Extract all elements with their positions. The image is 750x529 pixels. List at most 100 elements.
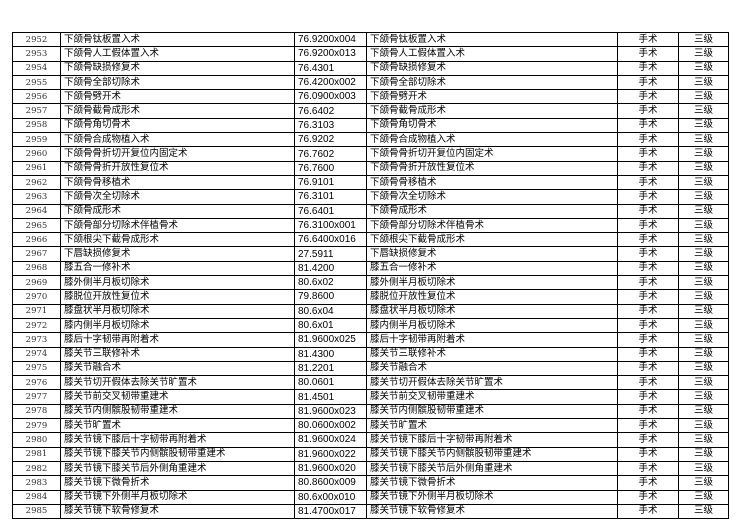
table-row: 2984 膝关节镜下外侧半月板切除术 80.6x00x010 膝关节镜下外侧半月板切除… [12,489,729,505]
procedure-name-alt: 下颌骨钛板置入术 [366,31,618,48]
row-number: 2956 [12,89,61,105]
row-number: 2970 [12,289,61,305]
procedure-name: 膝盘状半月板切除术 [60,303,295,319]
table-row: 2985 膝关节镜下软骨修复术 81.4700x017 膝关节镜下软骨修复术 手术 三级 [12,503,729,520]
procedure-name-alt: 膝后十字韧带再附着术 [366,332,618,348]
procedure-code: 81.4300 [294,346,367,362]
procedure-type: 手术 [617,375,679,391]
procedure-level: 三级 [678,303,729,319]
procedure-name-alt: 膝关节内侧髌股韧带重建术 [366,403,618,420]
procedure-name-alt: 膝关节前交叉韧带重建术 [366,389,618,405]
procedure-name: 下颌骨骨折开放性复位术 [60,160,295,176]
row-number: 2972 [12,317,61,334]
procedure-type: 手术 [617,460,679,477]
procedure-type: 手术 [617,232,679,248]
procedure-name: 膝关节镜下软骨修复术 [60,503,295,520]
procedure-name-alt: 下颌骨成形术 [366,203,618,219]
procedure-type: 手术 [617,503,679,520]
procedure-name-alt: 膝关节镜下膝关节后外侧角重建术 [366,460,618,477]
table-row: 2974 膝关节三联修补术 81.4300 膝关节三联修补术 手术 三级 [12,346,729,362]
row-number: 2981 [12,446,61,462]
procedure-name-alt: 膝脱位开放性复位术 [366,289,618,305]
procedure-code: 76.3103 [294,117,367,134]
table-row: 2969 膝外侧半月板切除术 80.6x02 膝外侧半月板切除术 手术 三级 [12,275,729,291]
procedure-type: 手术 [617,432,679,448]
procedure-name-alt: 膝内侧半月板切除术 [366,317,618,334]
procedure-name: 下颌根尖下截骨成形术 [60,232,295,248]
procedure-code: 79.8600 [294,289,367,305]
row-number: 2963 [12,189,61,205]
procedure-level: 三级 [678,489,729,505]
procedure-level: 三级 [678,31,729,48]
procedure-code: 81.4501 [294,389,367,405]
table-row: 2966 下颌根尖下截骨成形术 76.6400x016 下颌根尖下截骨成形术 手术 三级 [12,232,729,248]
table-row: 2956 下颌骨劈开术 76.0900x003 下颌骨劈开术 手术 三级 [12,89,729,105]
procedure-name: 膝关节镜下膝后十字韧带再附着术 [60,432,295,448]
table-row: 2972 膝内侧半月板切除术 80.6x01 膝内侧半月板切除术 手术 三级 [12,317,729,334]
procedure-code: 76.6401 [294,203,367,219]
procedure-type: 手术 [617,117,679,134]
row-number: 2983 [12,475,61,491]
procedure-level: 三级 [678,346,729,362]
procedure-code: 76.7602 [294,146,367,162]
procedure-level: 三级 [678,375,729,391]
procedure-level: 三级 [678,174,729,191]
procedure-type: 手术 [617,132,679,148]
row-number: 2954 [12,60,61,76]
procedure-code: 76.6402 [294,103,367,119]
table-row: 2971 膝盘状半月板切除术 80.6x04 膝盘状半月板切除术 手术 三级 [12,303,729,319]
procedure-level: 三级 [678,60,729,76]
procedure-type: 手术 [617,332,679,348]
row-number: 2982 [12,460,61,477]
procedure-name: 膝脱位开放性复位术 [60,289,295,305]
procedure-name: 下唇缺损修复术 [60,246,295,262]
procedure-type: 手术 [617,246,679,262]
row-number: 2971 [12,303,61,319]
procedure-type: 手术 [617,489,679,505]
procedure-type: 手术 [617,403,679,420]
procedure-level: 三级 [678,74,729,91]
table-row: 2982 膝关节镜下膝关节后外侧角重建术 81.9600x020 膝关节镜下膝关节后外… [12,460,729,477]
table-row: 2973 膝后十字韧带再附着术 81.9600x025 膝后十字韧带再附着术 手术 三级 [12,332,729,348]
procedure-code: 80.0600x002 [294,418,367,434]
row-number: 2960 [12,146,61,162]
table-row: 2959 下颌骨合成物植入术 76.9202 下颌骨合成物植入术 手术 三级 [12,132,729,148]
procedure-name: 下颌骨全部切除术 [60,74,295,91]
procedure-type: 手术 [617,74,679,91]
procedure-name: 膝关节切开假体去除关节旷置术 [60,375,295,391]
table-row: 2975 膝关节融合术 81.2201 膝关节融合术 手术 三级 [12,360,729,377]
procedure-name: 下颌骨人工假体置入术 [60,46,295,62]
procedure-name-alt: 膝关节镜下微骨折术 [366,475,618,491]
procedure-level: 三级 [678,189,729,205]
procedure-code: 76.3101 [294,189,367,205]
procedure-level: 三级 [678,46,729,62]
row-number: 2953 [12,46,61,62]
procedure-code: 76.7600 [294,160,367,176]
procedure-name-alt: 下颌骨劈开术 [366,89,618,105]
row-number: 2952 [12,31,61,48]
procedure-type: 手术 [617,317,679,334]
procedure-name: 下颌骨骨移植术 [60,174,295,191]
procedure-code: 81.9600x022 [294,446,367,462]
procedure-name-alt: 下颌根尖下截骨成形术 [366,232,618,248]
procedure-name: 膝关节镜下微骨折术 [60,475,295,491]
procedure-table: 2952 下颌骨钛板置入术 76.9200x004 下颌骨钛板置入术 手术 三级 2953 下… [12,31,729,520]
procedure-type: 手术 [617,360,679,377]
procedure-name: 下颌骨部分切除术伴植骨术 [60,217,295,234]
procedure-level: 三级 [678,360,729,377]
row-number: 2969 [12,275,61,291]
procedure-level: 三级 [678,475,729,491]
table-row: 2954 下颌骨缺损修复术 76.4301 下颌骨缺损修复术 手术 三级 [12,60,729,76]
row-number: 2958 [12,117,61,134]
procedure-type: 手术 [617,60,679,76]
procedure-name-alt: 下唇缺损修复术 [366,246,618,262]
procedure-level: 三级 [678,332,729,348]
procedure-type: 手术 [617,103,679,119]
procedure-level: 三级 [678,289,729,305]
procedure-level: 三级 [678,418,729,434]
table-row: 2952 下颌骨钛板置入术 76.9200x004 下颌骨钛板置入术 手术 三级 [12,31,729,48]
table-row: 2961 下颌骨骨折开放性复位术 76.7600 下颌骨骨折开放性复位术 手术 三级 [12,160,729,176]
procedure-code: 81.4200 [294,260,367,277]
procedure-type: 手术 [617,346,679,362]
table-row: 2980 膝关节镜下膝后十字韧带再附着术 81.9600x024 膝关节镜下膝后十字韧… [12,432,729,448]
